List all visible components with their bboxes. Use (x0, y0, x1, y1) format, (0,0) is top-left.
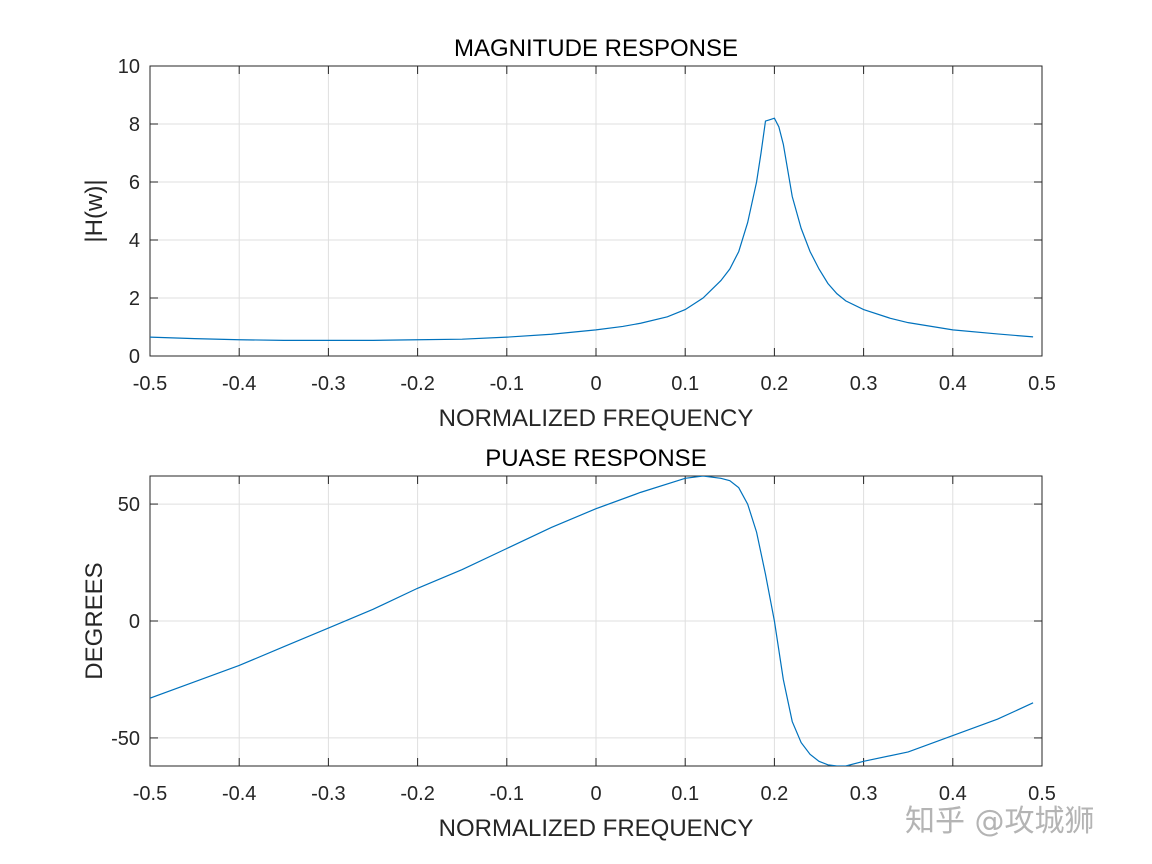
axes-box (149, 65, 1043, 357)
x-tick-label: -0.5 (133, 373, 167, 395)
y-tick-label: -50 (111, 728, 140, 750)
y-tick-label: 6 (129, 172, 140, 194)
axes-box (149, 475, 1043, 767)
series-line (150, 117, 1034, 341)
watermark-text: 知乎 @攻城狮 (905, 804, 1095, 839)
x-tick-label: 0 (590, 373, 601, 395)
y-tick-label: 4 (129, 230, 140, 252)
x-tick-label: 0.5 (1028, 783, 1056, 805)
x-tick-label: 0.3 (850, 783, 878, 805)
x-tick-label: 0.5 (1028, 373, 1056, 395)
x-tick-label: -0.1 (490, 783, 524, 805)
y-tick-label: 10 (118, 56, 140, 78)
x-tick-label: -0.2 (400, 783, 434, 805)
x-tick-label: 0.4 (939, 783, 967, 805)
x-tick-label: 0.3 (850, 373, 878, 395)
y-tick-label: 0 (129, 611, 140, 633)
x-tick-label: 0.1 (671, 373, 699, 395)
chart-title: PUASE RESPONSE (485, 445, 706, 472)
x-tick-label: -0.3 (311, 783, 345, 805)
y-axis-label: |H(w)| (81, 179, 108, 242)
plot-2: -0.5 -0.4 -0.3 -0.2 -0.1 0 0.1 0.2 0.3 0.4 0.5 -50 0… (81, 445, 1056, 842)
y-tick-label: 0 (129, 346, 140, 368)
x-axis-label: NORMALIZED FREQUENCY (439, 405, 754, 432)
x-tick-label: 0.2 (760, 783, 788, 805)
x-axis-label: NORMALIZED FREQUENCY (439, 815, 754, 842)
y-tick-label: 8 (129, 114, 140, 136)
y-tick-label: 50 (118, 494, 140, 516)
y-tick-label: 2 (129, 288, 140, 310)
plot-1: -0.5 -0.4 -0.3 -0.2 -0.1 0 0.1 0.2 0.3 0.4 0.5 0 2 4 6… (81, 35, 1056, 432)
x-tick-label: -0.4 (222, 783, 256, 805)
chart-title: MAGNITUDE RESPONSE (454, 35, 738, 62)
x-tick-label: 0.2 (760, 373, 788, 395)
x-tick-label: 0.4 (939, 373, 967, 395)
series-line (150, 476, 1034, 766)
x-tick-label: 0.1 (671, 783, 699, 805)
x-tick-label: -0.3 (311, 373, 345, 395)
x-tick-label: -0.2 (400, 373, 434, 395)
y-axis-label: DEGREES (81, 562, 108, 679)
x-tick-label: -0.4 (222, 373, 256, 395)
x-tick-label: 0 (590, 783, 601, 805)
x-tick-label: -0.5 (133, 783, 167, 805)
watermark: 知乎 @攻城狮 (905, 796, 1095, 840)
x-tick-label: -0.1 (490, 373, 524, 395)
